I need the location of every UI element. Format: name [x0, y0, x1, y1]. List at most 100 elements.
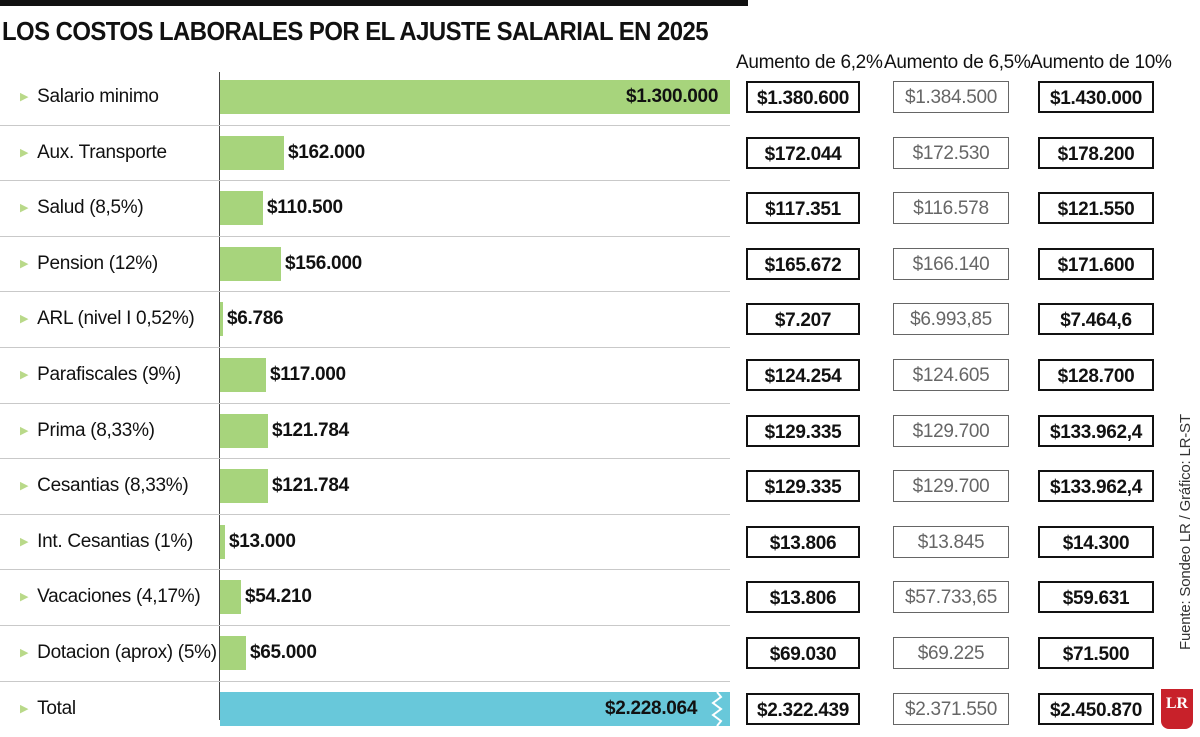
bullet-icon: ▶ [20, 424, 29, 437]
row-separator [0, 180, 730, 182]
bar [220, 636, 246, 670]
bar-value-label: $2.228.064 [605, 697, 698, 719]
table-cell: $2.322.439 [746, 692, 860, 725]
bullet-icon: ▶ [20, 257, 29, 270]
category-label: ARL (nivel I 0,52%) [37, 308, 195, 330]
row-label: ▶ Vacaciones (4,17%) [20, 585, 201, 609]
bar-value-label: $156.000 [285, 252, 362, 274]
category-label: Vacaciones (4,17%) [37, 586, 201, 608]
table-cell: $59.631 [1038, 581, 1154, 614]
bar [220, 302, 223, 337]
bar [220, 580, 241, 615]
table-cell: $121.550 [1038, 192, 1154, 225]
row-label: ▶ Salario minimo [20, 85, 159, 109]
bar-value-label: $6.786 [227, 308, 284, 330]
bar [220, 135, 284, 170]
truncation-zigzag [711, 691, 723, 726]
table-cell: $166.140 [893, 247, 1009, 280]
table-cell: $165.672 [746, 247, 860, 280]
row-label: ▶ ARL (nivel I 0,52%) [20, 307, 195, 331]
bar [220, 358, 266, 392]
category-label: Dotacion (aprox) (5%) [37, 642, 217, 663]
table-cell: $71.500 [1038, 637, 1154, 669]
bar [220, 413, 268, 448]
table-cell: $7.207 [746, 303, 860, 336]
category-label: Prima (8,33%) [37, 419, 155, 441]
column-header-6-2: Aumento de 6,2% [736, 52, 883, 73]
top-rule [0, 0, 748, 6]
table-cell: $133.962,4 [1038, 414, 1154, 447]
row-label: ▶ Parafiscales (9%) [20, 363, 181, 387]
total-bar [220, 691, 730, 726]
bullet-icon: ▶ [20, 702, 29, 715]
bar [220, 191, 263, 226]
lr-logo: LR [1161, 689, 1193, 729]
table-cell: $178.200 [1038, 136, 1154, 169]
row-label: ▶ Prima (8,33%) [20, 419, 155, 443]
table-cell: $117.351 [746, 192, 860, 225]
table-cell: $124.254 [746, 359, 860, 391]
row-separator [0, 347, 730, 348]
bullet-icon: ▶ [20, 369, 29, 381]
table-cell: $69.030 [746, 637, 860, 669]
table-cell: $129.700 [893, 470, 1009, 503]
row-label: ▶ Cesantias (8,33%) [20, 474, 189, 498]
row-separator [0, 291, 730, 293]
source-note: Fuente: Sondeo LR / Gráfico: LR-ST [1177, 414, 1194, 650]
chart-title: LOS COSTOS LABORALES POR EL AJUSTE SALAR… [2, 16, 709, 46]
bullet-icon: ▶ [20, 591, 29, 604]
row-separator [0, 124, 730, 126]
row-label: ▶ Salud (8,5%) [20, 196, 144, 220]
bar [220, 246, 281, 281]
table-cell: $6.993,85 [893, 303, 1009, 336]
category-label: Cesantias (8,33%) [37, 475, 189, 497]
bar-value-label: $121.784 [272, 475, 349, 497]
table-cell: $133.962,4 [1038, 470, 1154, 503]
table-cell: $13.845 [893, 525, 1009, 558]
row-separator [0, 569, 730, 571]
row-label: ▶ Pension (12%) [20, 252, 158, 276]
bar-value-label: $54.210 [245, 586, 312, 608]
table-cell: $1.384.500 [893, 81, 1009, 113]
bar-value-label: $65.000 [250, 642, 317, 663]
bar [220, 469, 268, 504]
row-label: ▶ Dotacion (aprox) (5%) [20, 641, 217, 665]
bullet-icon: ▶ [20, 146, 29, 159]
table-cell: $1.380.600 [746, 81, 860, 113]
category-label: Salud (8,5%) [37, 197, 144, 219]
category-label: Salario minimo [37, 86, 159, 107]
bar-value-label: $13.000 [229, 530, 296, 552]
bar-value-label: $117.000 [270, 364, 346, 385]
table-cell: $69.225 [893, 637, 1009, 669]
row-separator [0, 513, 730, 515]
row-label: ▶ Total [20, 697, 76, 721]
table-cell: $1.430.000 [1038, 81, 1154, 113]
table-cell: $128.700 [1038, 359, 1154, 391]
table-cell: $2.450.870 [1038, 692, 1154, 725]
row-separator [0, 680, 730, 682]
bullet-icon: ▶ [20, 313, 29, 326]
row-separator [0, 402, 730, 404]
table-cell: $129.335 [746, 470, 860, 503]
bar-value-label: $110.500 [267, 197, 343, 219]
bullet-icon: ▶ [20, 480, 29, 493]
row-separator [0, 625, 730, 626]
category-label: Int. Cesantias (1%) [37, 530, 194, 552]
category-label: Aux. Transporte [37, 141, 167, 163]
table-cell: $13.806 [746, 525, 860, 558]
table-cell: $2.371.550 [893, 692, 1009, 725]
table-cell: $172.044 [746, 136, 860, 169]
bar-value-label: $1.300.000 [626, 86, 719, 107]
table-cell: $124.605 [893, 359, 1009, 391]
table-cell: $116.578 [893, 192, 1009, 225]
table-cell: $57.733,65 [893, 581, 1009, 614]
table-cell: $13.806 [746, 581, 860, 614]
bar-value-label: $162.000 [288, 141, 365, 163]
bar [220, 524, 225, 559]
table-cell: $129.335 [746, 414, 860, 447]
column-header-6-5: Aumento de 6,5% [884, 52, 1031, 73]
bar [220, 80, 730, 114]
category-label: Parafiscales (9%) [37, 364, 181, 385]
row-separator [0, 235, 730, 237]
bar-value-label: $121.784 [272, 419, 349, 441]
